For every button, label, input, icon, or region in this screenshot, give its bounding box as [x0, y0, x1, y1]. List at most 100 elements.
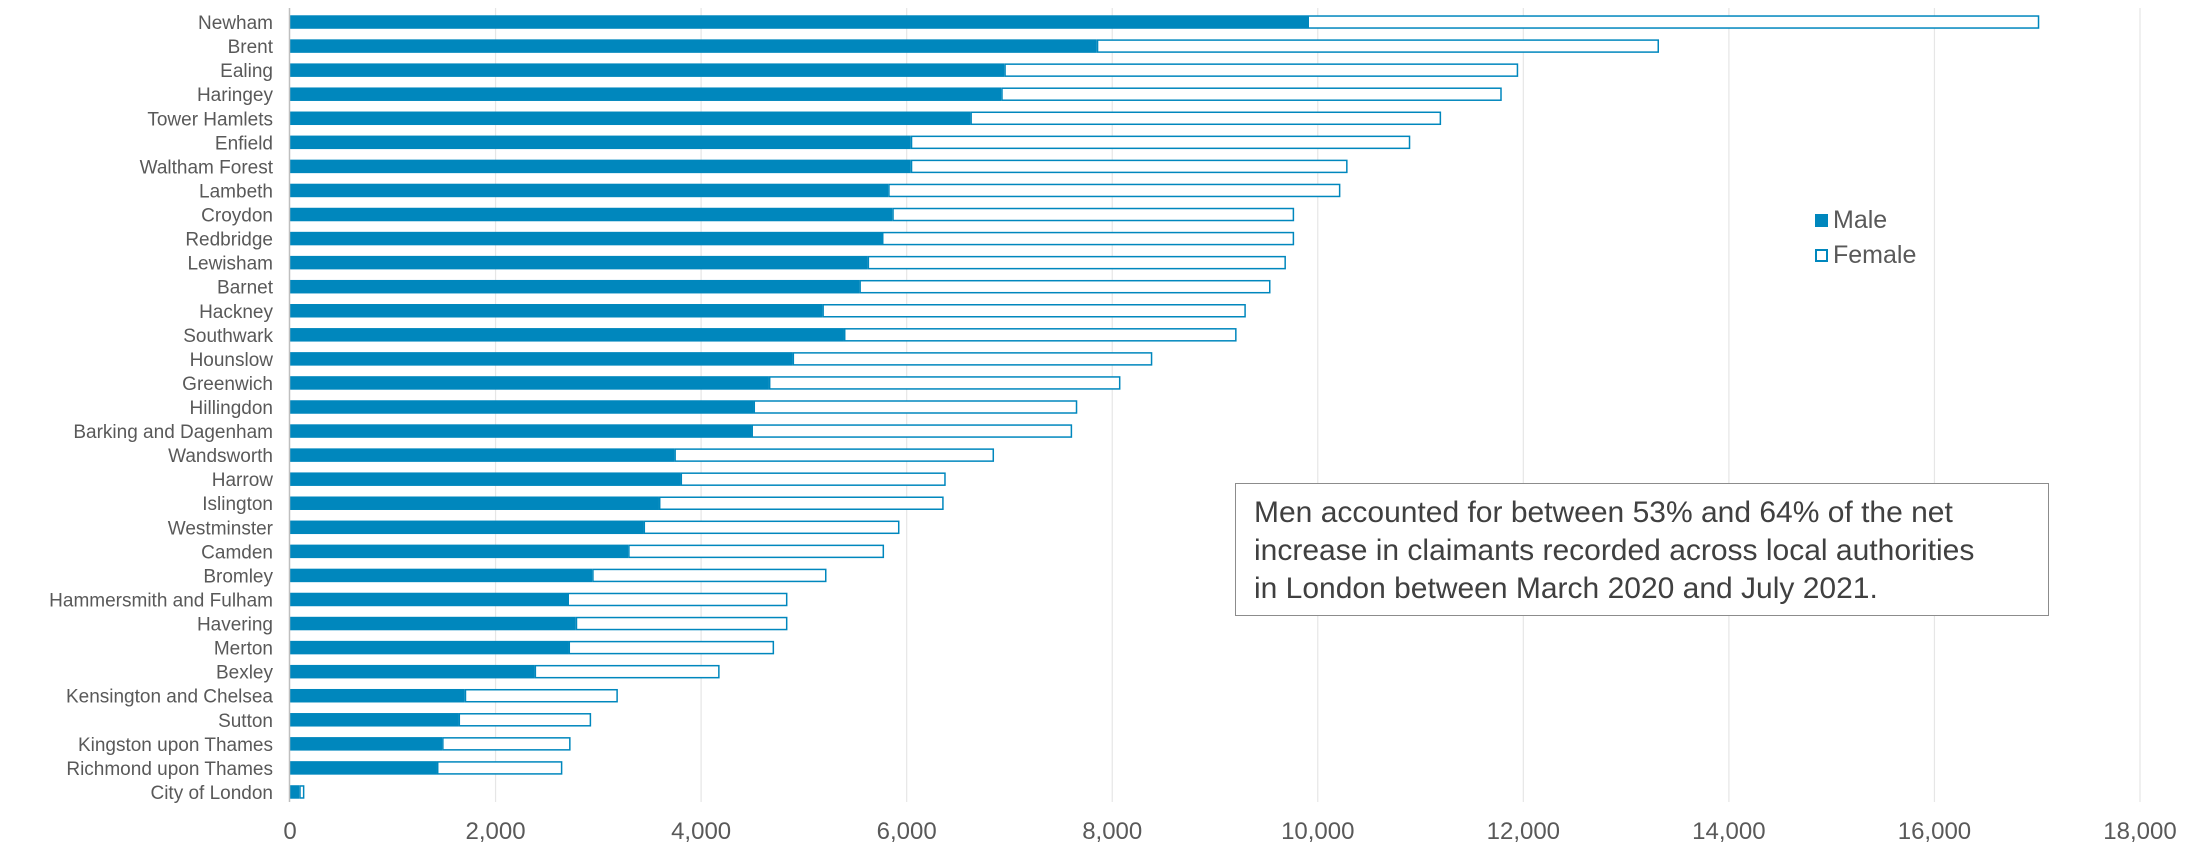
bar-male-southwark — [290, 328, 844, 342]
bar-female-wandsworth — [674, 448, 995, 462]
bar-female-kensington-and-chelsea — [464, 688, 618, 703]
category-label-wandsworth: Wandsworth — [168, 446, 273, 467]
bar-female-camden — [628, 544, 885, 559]
bar-female-lambeth — [888, 183, 1341, 198]
bar-male-camden — [290, 544, 629, 559]
annotation-line-1: Men accounted for between 53% and 64% of… — [1254, 496, 1953, 529]
bar-male-kensington-and-chelsea — [290, 688, 465, 703]
bar-female-greenwich — [768, 376, 1121, 390]
bar-male-enfield — [290, 135, 911, 150]
bar-female-sutton — [458, 713, 592, 727]
bar-female-harrow — [680, 472, 946, 486]
bar-female-kingston-upon-thames — [442, 737, 571, 751]
category-label-haringey: Haringey — [197, 85, 274, 106]
bar-male-westminster — [290, 520, 644, 535]
category-label-lambeth: Lambeth — [199, 181, 273, 202]
category-label-bexley: Bexley — [216, 663, 274, 684]
x-tick-label: 18,000 — [2103, 818, 2176, 845]
category-label-tower-hamlets: Tower Hamlets — [147, 109, 273, 130]
bar-male-brent — [290, 39, 1097, 53]
category-label-kensington-and-chelsea: Kensington and Chelsea — [66, 687, 273, 708]
bar-female-hounslow — [792, 352, 1153, 366]
bar-female-hackney — [822, 304, 1246, 318]
category-label-brent: Brent — [228, 37, 274, 58]
bar-female-hillingdon — [753, 400, 1078, 414]
category-label-barnet: Barnet — [217, 278, 274, 299]
bar-male-hillingdon — [290, 400, 754, 414]
bar-female-croydon — [892, 207, 1295, 222]
bar-male-hackney — [290, 304, 823, 318]
bar-female-southwark — [843, 328, 1237, 342]
bar-male-greenwich — [290, 376, 769, 390]
bar-female-westminster — [643, 520, 900, 535]
bar-female-lewisham — [867, 255, 1286, 270]
bar-male-croydon — [290, 207, 893, 222]
category-label-southwark: Southwark — [183, 326, 273, 347]
bar-female-ealing — [1004, 63, 1519, 77]
bar-male-kingston-upon-thames — [290, 737, 443, 751]
category-label-havering: Havering — [197, 615, 273, 636]
category-label-camden: Camden — [201, 542, 273, 563]
bar-male-havering — [290, 616, 576, 631]
bar-male-newham — [290, 15, 1308, 29]
bar-male-waltham-forest — [290, 159, 911, 174]
bar-male-barnet — [290, 279, 860, 294]
bar-female-barking-and-dagenham — [751, 424, 1073, 438]
x-tick-label: 10,000 — [1281, 818, 1354, 845]
x-tick-label: 0 — [283, 818, 296, 845]
category-label-hackney: Hackney — [199, 302, 273, 323]
bar-female-hammersmith-and-fulham — [567, 592, 788, 607]
bar-male-city-of-london — [290, 785, 300, 799]
x-tick-label: 8,000 — [1082, 818, 1142, 845]
x-tick-labels: 0 2,000 4,000 6,000 8,000 10,000 12,000 14,000 1… — [283, 818, 2176, 845]
category-label-sutton: Sutton — [218, 711, 273, 732]
category-label-ealing: Ealing — [220, 61, 273, 82]
x-tick-label: 4,000 — [671, 818, 731, 845]
bar-male-bexley — [290, 664, 535, 679]
category-label-newham: Newham — [198, 13, 273, 34]
annotation-line-2: increase in claimants recorded across lo… — [1254, 534, 1975, 567]
bar-male-haringey — [290, 87, 1002, 101]
category-label-greenwich: Greenwich — [182, 374, 273, 395]
bar-male-barking-and-dagenham — [290, 424, 752, 438]
category-label-kingston-upon-thames: Kingston upon Thames — [78, 735, 273, 756]
bar-male-harrow — [290, 472, 681, 486]
category-label-harrow: Harrow — [212, 470, 274, 491]
x-tick-label: 14,000 — [1692, 818, 1765, 845]
bar-male-wandsworth — [290, 448, 675, 462]
bar-male-sutton — [290, 713, 459, 727]
category-label-enfield: Enfield — [215, 133, 273, 154]
category-label-richmond-upon-thames: Richmond upon Thames — [66, 759, 273, 780]
bar-female-bexley — [534, 664, 720, 679]
bar-female-bromley — [592, 568, 827, 583]
bar-male-hounslow — [290, 352, 793, 366]
category-label-lewisham: Lewisham — [187, 254, 273, 275]
bar-male-redbridge — [290, 231, 882, 246]
legend-swatch-female — [1815, 249, 1828, 262]
x-tick-label: 6,000 — [877, 818, 937, 845]
bar-male-ealing — [290, 63, 1005, 77]
legend-item-female: Female — [1815, 238, 1916, 273]
bar-female-enfield — [910, 135, 1411, 150]
category-label-barking-and-dagenham: Barking and Dagenham — [73, 422, 273, 443]
bar-male-bromley — [290, 568, 593, 583]
bar-male-hammersmith-and-fulham — [290, 592, 568, 607]
category-label-hammersmith-and-fulham: Hammersmith and Fulham — [49, 590, 273, 611]
bar-male-lewisham — [290, 255, 868, 270]
category-label-islington: Islington — [202, 494, 273, 515]
bar-female-havering — [575, 616, 788, 631]
x-tick-label: 16,000 — [1898, 818, 1971, 845]
category-label-redbridge: Redbridge — [185, 230, 273, 251]
bar-female-redbridge — [882, 231, 1295, 246]
category-label-hillingdon: Hillingdon — [190, 398, 273, 419]
bar-female-barnet — [859, 279, 1271, 294]
bar-female-islington — [658, 496, 944, 510]
bar-female-haringey — [1001, 87, 1502, 101]
category-label-westminster: Westminster — [168, 518, 274, 539]
category-label-bromley: Bromley — [203, 566, 273, 587]
x-tick-label: 2,000 — [466, 818, 526, 845]
bar-male-islington — [290, 496, 659, 510]
legend-label-female: Female — [1833, 241, 1917, 269]
bar-female-city-of-london — [299, 785, 305, 799]
